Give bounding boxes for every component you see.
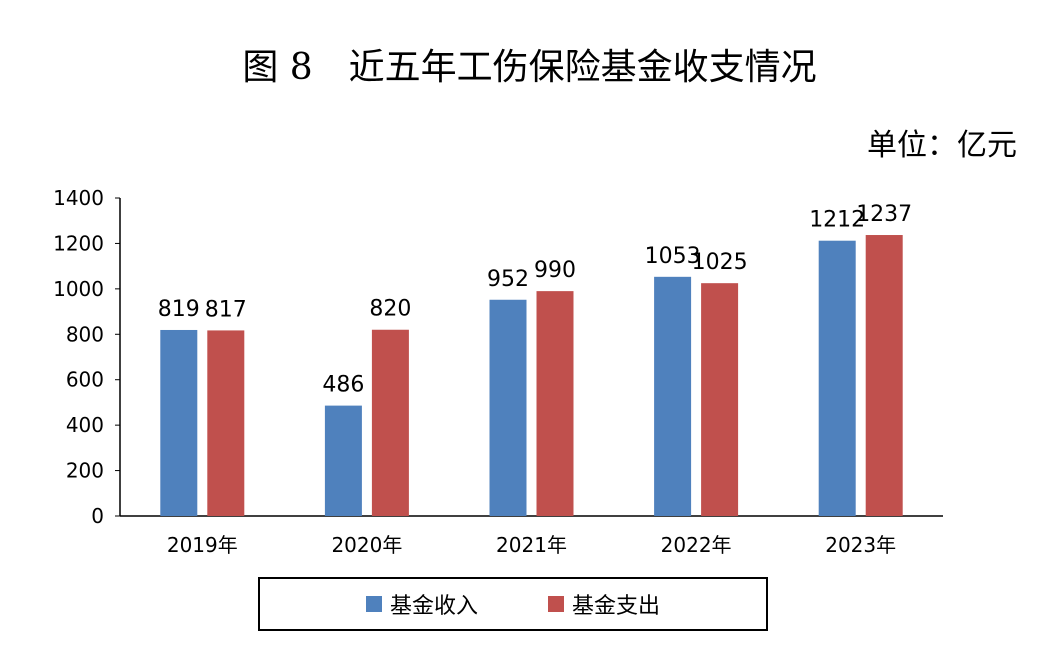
y-tick-label: 1400 (53, 186, 104, 210)
data-label-expense: 1025 (692, 250, 748, 275)
bar-expense (701, 283, 739, 516)
legend-label-income: 基金收入 (389, 594, 478, 619)
data-label-income: 819 (158, 297, 200, 322)
y-tick-label: 1000 (53, 277, 104, 301)
legend-item-expense: 基金支出 (548, 588, 660, 620)
bar-income (160, 329, 198, 516)
bar-expense (865, 235, 903, 516)
x-tick-label: 2023年 (825, 533, 896, 557)
data-label-expense: 990 (534, 258, 576, 283)
data-label-expense: 1237 (856, 202, 912, 227)
data-label-expense: 817 (205, 297, 247, 322)
y-tick-label: 0 (91, 504, 104, 528)
y-tick-label: 400 (66, 413, 104, 437)
legend-label-expense: 基金支出 (572, 594, 661, 619)
y-tick-label: 200 (66, 459, 104, 483)
bar-income (818, 240, 856, 516)
bar-income (654, 276, 692, 516)
legend-swatch-expense (548, 596, 564, 612)
y-tick-label: 600 (66, 368, 104, 392)
bar-income (324, 405, 362, 516)
x-tick-label: 2022年 (661, 533, 732, 557)
data-label-income: 1212 (809, 208, 865, 233)
y-tick-label: 1200 (53, 231, 104, 255)
legend-item-income: 基金收入 (365, 588, 478, 620)
data-label-income: 486 (322, 373, 364, 398)
y-tick-label: 800 (66, 322, 104, 346)
chart-title: 图 8 近五年工伤保险基金收支情况 (242, 47, 817, 88)
x-tick-label: 2020年 (331, 533, 402, 557)
unit-label: 单位：亿元 (867, 128, 1017, 163)
x-tick-label: 2019年 (167, 533, 238, 557)
data-label-income: 952 (487, 267, 529, 292)
data-label-expense: 820 (369, 297, 411, 322)
bar-expense (536, 291, 574, 516)
legend-swatch-income (365, 596, 382, 612)
legend: 基金收入 基金支出 (258, 577, 768, 631)
bar-expense (207, 330, 245, 516)
data-label-income: 1053 (645, 244, 701, 269)
bar-expense (371, 329, 409, 516)
bar-income (489, 299, 527, 516)
x-tick-label: 2021年 (496, 533, 567, 557)
